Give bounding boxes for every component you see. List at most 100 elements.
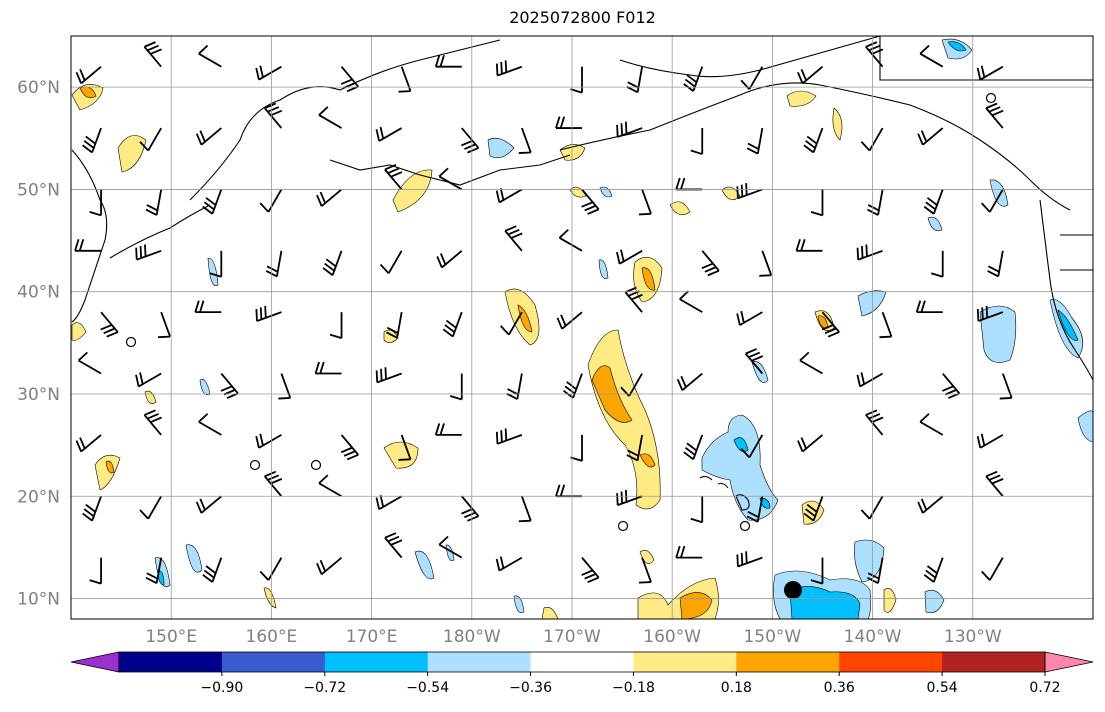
positive-patch — [669, 201, 691, 216]
plot-area — [71, 36, 1093, 619]
wind-barb — [799, 351, 823, 375]
latitude-labels: 60°N 50°N 40°N 30°N 20°N 10°N — [17, 78, 60, 609]
colorbar-extend-low — [70, 651, 120, 673]
wind-barb — [379, 250, 403, 274]
lat-label: 30°N — [17, 385, 60, 405]
coastline-siberia — [71, 149, 108, 323]
wind-barb — [879, 311, 893, 339]
negative-patch — [207, 257, 219, 286]
wind-barb — [139, 495, 162, 520]
wind-barb — [616, 249, 643, 265]
negative-patch — [854, 539, 885, 583]
wind-barbs — [74, 41, 1013, 585]
colorbar-label: −0.90 — [200, 680, 243, 696]
wind-barb — [504, 225, 523, 252]
wind-barb — [495, 188, 523, 204]
lon-label: 160°W — [643, 627, 701, 647]
wind-barb — [795, 239, 823, 252]
wind-barb — [581, 557, 600, 584]
positive-core — [517, 304, 533, 333]
positive-patch — [721, 186, 741, 201]
wind-barb — [194, 300, 222, 314]
wind-barb — [145, 557, 163, 585]
wind-barb — [740, 434, 764, 459]
wind-barb — [626, 434, 644, 462]
wind-barb — [810, 189, 824, 217]
wind-barb — [803, 495, 824, 522]
negative-patch — [989, 179, 1009, 207]
wind-barb — [985, 470, 1004, 497]
negative-patch — [487, 137, 515, 159]
wind-barb — [736, 551, 763, 568]
positive-patch — [94, 454, 121, 491]
wind-barb — [434, 423, 462, 436]
wind-barb — [375, 495, 403, 511]
wind-barb — [495, 60, 523, 77]
wind-barb — [981, 188, 1004, 213]
negative-patch — [414, 550, 435, 580]
wind-barb — [570, 66, 583, 94]
wind-barb — [976, 65, 1004, 81]
positive-patch — [786, 90, 817, 107]
wind-barb — [638, 189, 652, 216]
colorbar-label: −0.36 — [509, 680, 552, 696]
wind-barb — [558, 228, 583, 252]
calm-circle — [985, 92, 997, 104]
wind-barb — [143, 41, 162, 68]
wind-barb — [202, 557, 223, 583]
colorbar-label: 0.36 — [824, 680, 855, 696]
wind-barb — [919, 44, 944, 68]
wind-barb — [384, 532, 403, 559]
lat-label: 10°N — [17, 590, 60, 610]
positive-patch — [71, 322, 87, 341]
lon-label: 170°E — [346, 627, 398, 647]
wind-barb — [495, 428, 523, 445]
wind-barb — [744, 348, 764, 375]
negative-patch — [924, 589, 945, 614]
calm-markers — [125, 92, 997, 532]
wind-barb — [461, 495, 480, 522]
wind-barb — [981, 557, 1004, 581]
wind-barb — [89, 189, 102, 217]
wind-barb — [158, 311, 171, 339]
wind-barb — [259, 557, 283, 581]
wind-barb — [821, 311, 840, 338]
wind-barb — [398, 434, 412, 461]
coastline-northamerica — [1039, 199, 1094, 381]
lon-label: 180°W — [443, 627, 501, 647]
wind-barb — [82, 495, 102, 522]
lon-label: 150°W — [743, 627, 801, 647]
wind-barb — [987, 250, 1004, 278]
wind-barb — [316, 188, 343, 207]
wind-barb — [581, 188, 600, 215]
lon-label: 160°E — [246, 627, 298, 647]
wind-barb — [690, 496, 704, 524]
colorbar-segment — [839, 652, 943, 672]
wind-barb — [919, 413, 944, 436]
wind-barb — [316, 556, 343, 576]
map-title: 2025072800 F012 — [509, 8, 656, 27]
wind-barb — [329, 312, 343, 340]
wind-barb — [442, 311, 463, 338]
wind-barb — [865, 409, 884, 436]
wind-barb — [198, 44, 222, 68]
wind-barb — [810, 557, 824, 585]
wind-barb — [746, 127, 764, 155]
wind-barb — [314, 361, 342, 375]
wind-barb — [570, 434, 583, 462]
wind-barb — [74, 239, 102, 252]
colorbar-label: 0.54 — [927, 680, 958, 696]
wind-barb — [985, 102, 1004, 129]
wind-barb — [690, 128, 704, 155]
wind-barb — [620, 373, 643, 397]
colorbar-extend-high — [1044, 651, 1094, 673]
plot-frame — [70, 35, 1094, 620]
wind-barb — [384, 164, 403, 190]
wind-barb — [701, 250, 720, 277]
lon-label: 150°E — [145, 627, 197, 647]
wind-barb — [259, 188, 283, 213]
positive-patch — [383, 441, 419, 469]
lat-label: 40°N — [17, 283, 60, 303]
wind-barb — [375, 367, 402, 384]
wind-barb — [495, 556, 523, 572]
